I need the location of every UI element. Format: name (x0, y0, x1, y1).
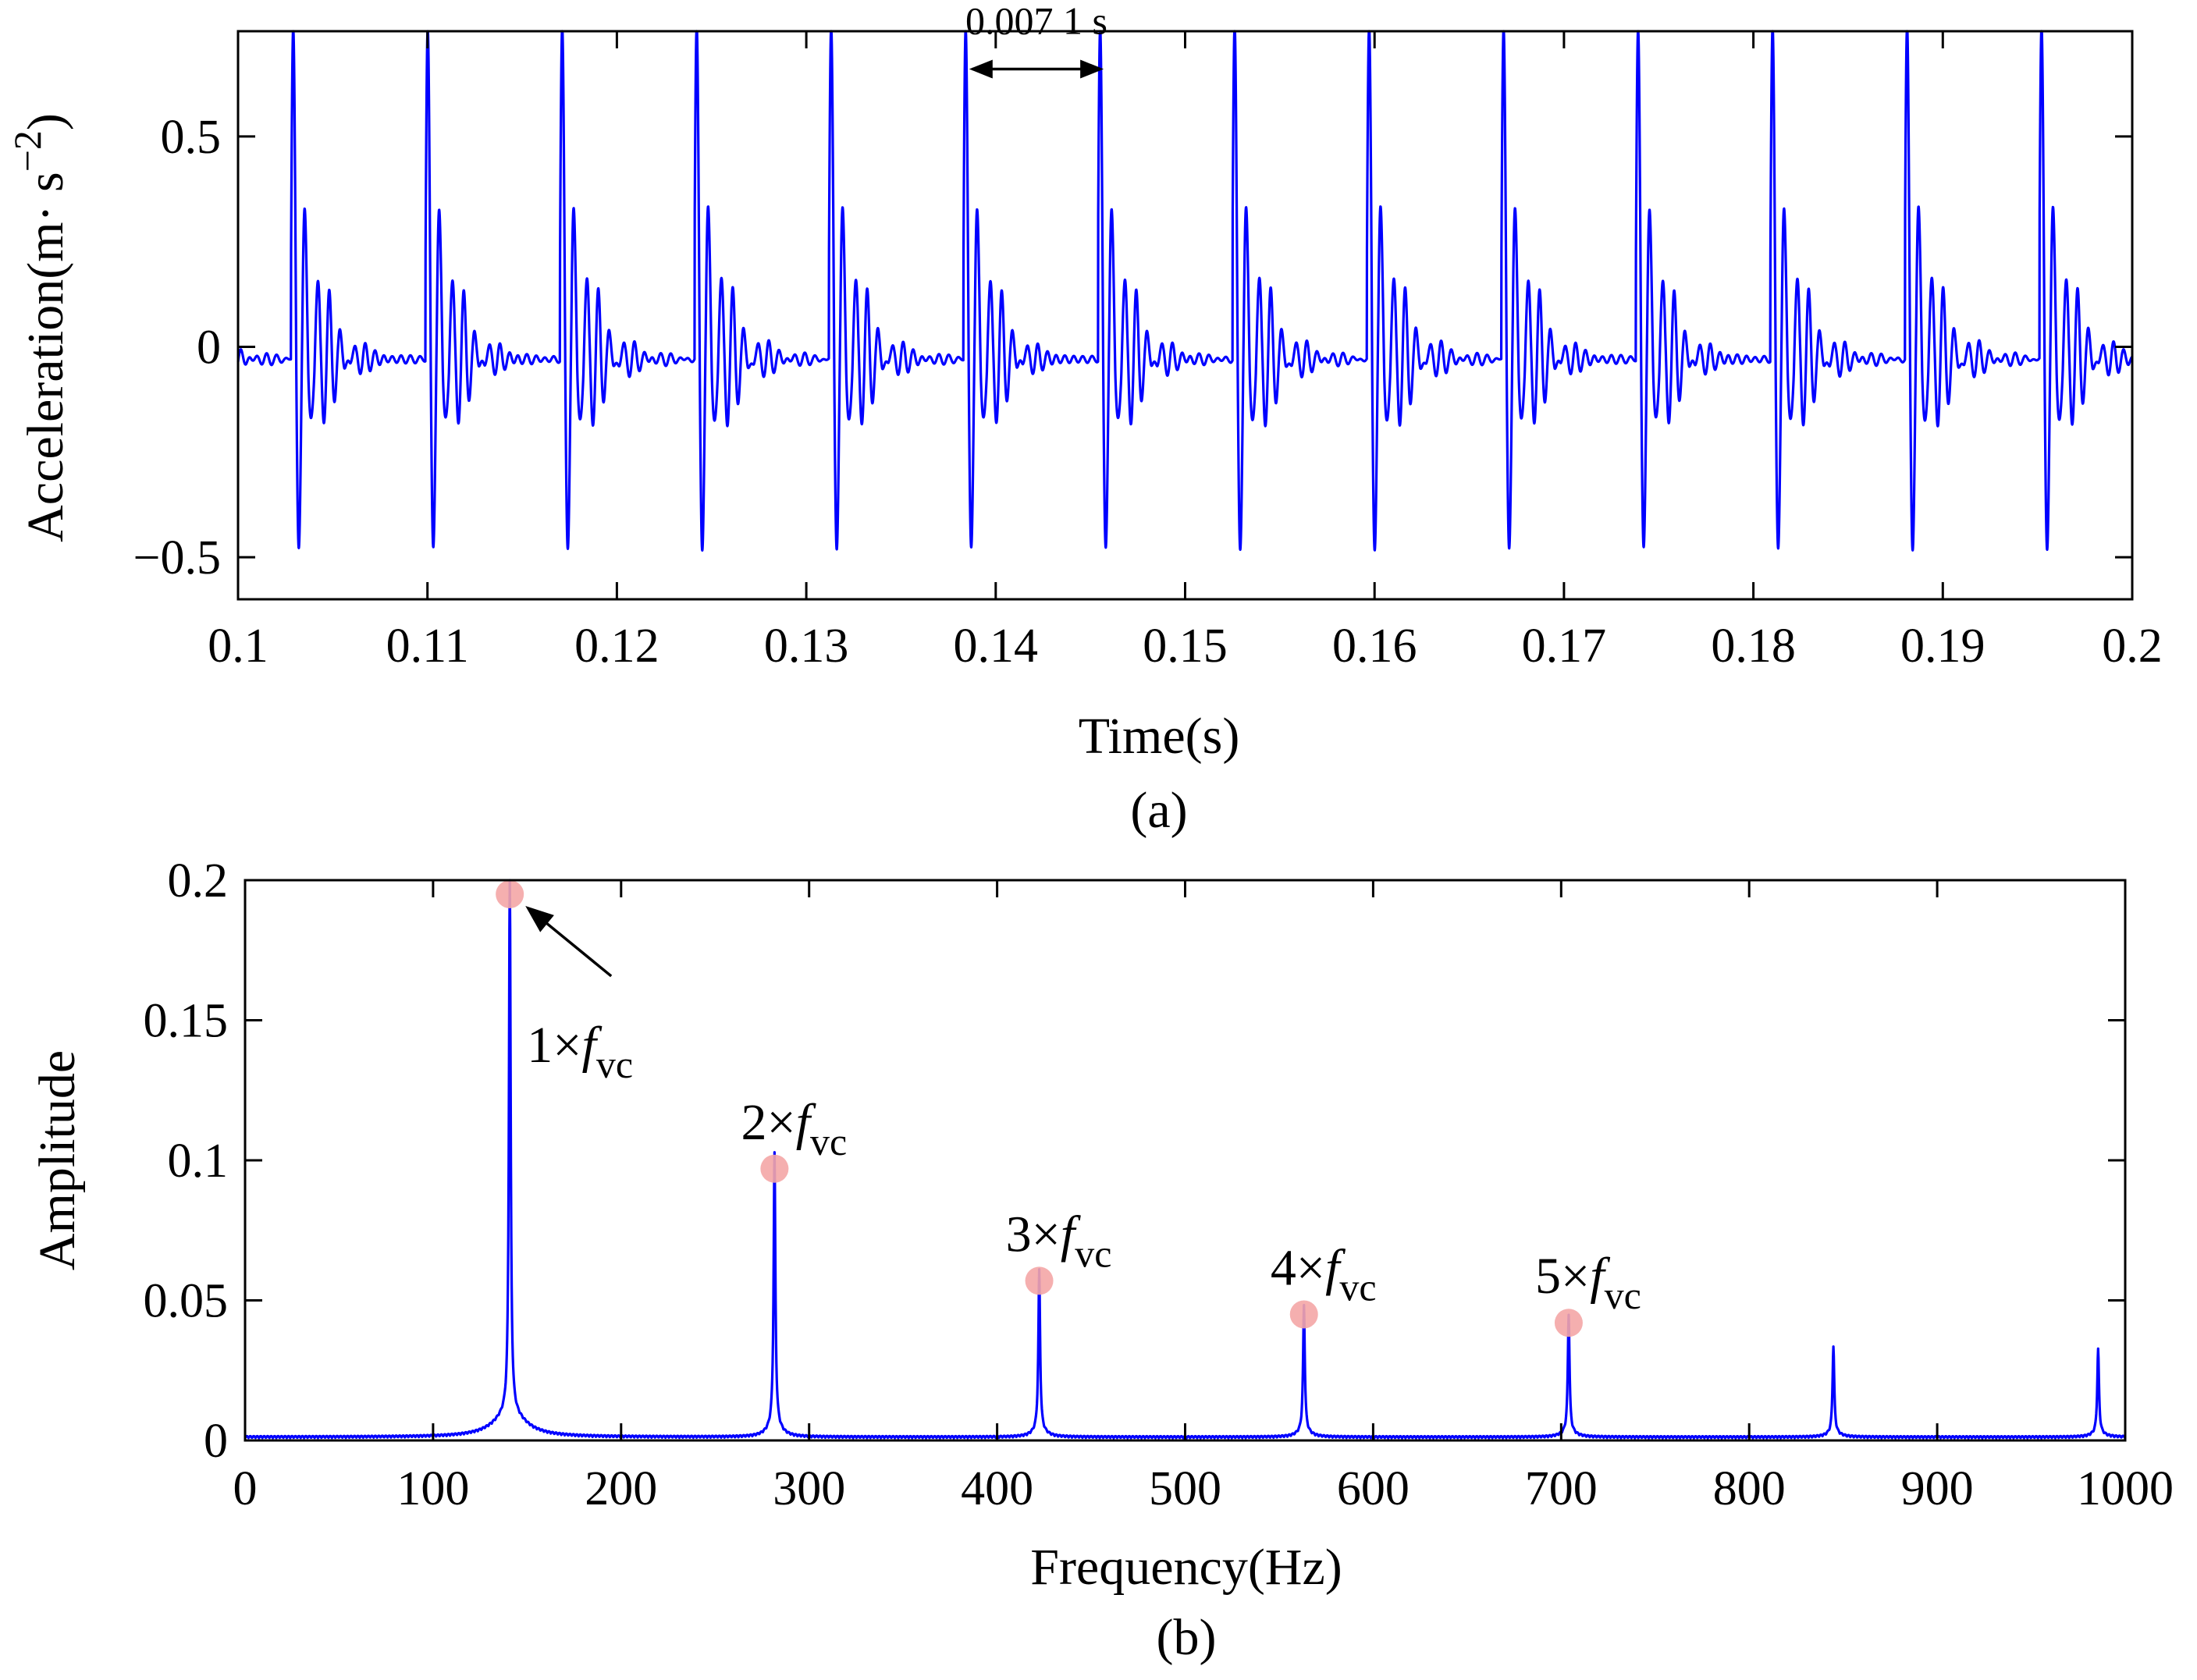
period-annotation: 0.007 1 s (965, 0, 1107, 79)
x-tick-label-a: 0.19 (1900, 620, 1985, 673)
harmonic-label: 2×fvc (741, 1094, 847, 1163)
x-tick-label-b: 600 (1337, 1462, 1410, 1515)
harmonic-marker (1025, 1266, 1054, 1295)
harmonic-label: 4×fvc (1271, 1239, 1377, 1309)
y-tick-label-b: 0.15 (144, 995, 229, 1048)
period-arrow-head-left (969, 59, 993, 79)
panel-label-b: (b) (1157, 1609, 1217, 1666)
harmonic-label-multiplier: 2× (741, 1094, 795, 1151)
y-axis-ticks-a: −0.5 0 0.5 (133, 111, 2132, 584)
harmonic-label-subscript: vc (810, 1120, 847, 1163)
x-axis-label-b: Frequency(Hz) (1030, 1539, 1342, 1596)
x-tick-label-b: 300 (773, 1462, 845, 1515)
harmonic-label-multiplier: 4× (1271, 1239, 1325, 1296)
x-axis-ticks-b: 0 100 200 300 400 500 600 700 800 900 1000 (233, 880, 2174, 1515)
acceleration-line (236, 30, 2134, 552)
y-axis-label-b: Amplitude (29, 1050, 86, 1270)
harmonic-label: 5×fvc (1535, 1248, 1641, 1317)
harmonic-marker (1554, 1309, 1583, 1337)
harmonic-label-subscript: vc (596, 1042, 633, 1086)
harmonic-label-subscript: vc (1075, 1231, 1111, 1275)
acceleration-series (236, 30, 2134, 552)
harmonic-marker (496, 879, 524, 908)
y-axis-label-a-exponent: −2 (5, 130, 49, 172)
harmonic-label-subscript: vc (1605, 1273, 1641, 1317)
y-tick-label-b: 0.05 (144, 1275, 229, 1328)
panel-b: 0 100 200 300 400 500 600 700 800 900 1000 0 0.05 0.… (29, 854, 2174, 1666)
harmonic-label: 3×fvc (1006, 1206, 1112, 1275)
period-annotation-text: 0.007 1 s (965, 0, 1107, 43)
panel-a: 0.1 0.11 0.12 0.13 0.14 0.15 0.16 0.17 0.18 0.19 0… (5, 0, 2163, 839)
x-tick-label-b: 400 (961, 1462, 1033, 1515)
x-tick-label-b: 800 (1713, 1462, 1786, 1515)
x-axis-ticks-a: 0.1 0.11 0.12 0.13 0.14 0.15 0.16 0.17 0.18 0.19 0… (208, 31, 2163, 673)
harmonic-label-subscript: vc (1339, 1265, 1376, 1309)
x-tick-label-b: 0 (233, 1462, 258, 1515)
x-tick-label-b: 500 (1149, 1462, 1221, 1515)
y-tick-label-b: 0.2 (168, 854, 229, 907)
harmonic-label-multiplier: 3× (1006, 1206, 1061, 1263)
y-tick-label-b: 0.1 (168, 1135, 229, 1188)
x-tick-label-b: 100 (396, 1462, 469, 1515)
x-tick-label-b: 900 (1901, 1462, 1974, 1515)
harmonic-marker (760, 1154, 789, 1183)
harmonic-markers (496, 879, 1583, 1337)
x-tick-label-a: 0.14 (954, 620, 1039, 673)
y-axis-ticks-b: 0 0.05 0.1 0.15 0.2 (144, 854, 2125, 1468)
x-tick-label-a: 0.18 (1711, 620, 1796, 673)
y-axis-label-a-close: ) (17, 113, 74, 130)
x-axis-label-a: Time(s) (1079, 708, 1240, 765)
x-tick-label-a: 0.12 (574, 620, 659, 673)
plot-area-b (245, 880, 2125, 1440)
harmonic-label-multiplier: 1× (527, 1017, 581, 1074)
plot-area-a (238, 31, 2132, 599)
harmonic-arrow-head (525, 905, 554, 932)
x-tick-label-b: 200 (585, 1462, 657, 1515)
x-tick-label-a: 0.16 (1332, 620, 1417, 673)
harmonic-arrow-line (542, 918, 613, 978)
x-tick-label-a: 0.15 (1143, 620, 1228, 673)
harmonic-marker (1289, 1300, 1318, 1329)
panel-label-a: (a) (1130, 782, 1187, 839)
y-tick-label-a: 0.5 (161, 111, 222, 164)
y-axis-label-a-text: Acceleration(m· s (17, 172, 74, 542)
x-tick-label-a: 0.1 (208, 620, 268, 673)
x-tick-label-b: 700 (1525, 1462, 1598, 1515)
x-tick-label-a: 0.11 (386, 620, 469, 673)
period-arrow-head-right (1080, 59, 1104, 79)
x-tick-label-a: 0.13 (764, 620, 849, 673)
y-axis-label-a: Acceleration(m· s−2) (5, 113, 74, 542)
x-tick-label-a: 0.17 (1522, 620, 1607, 673)
x-tick-label-b: 1000 (2077, 1462, 2174, 1515)
y-tick-label-a: 0 (197, 321, 221, 374)
y-tick-label-a: −0.5 (133, 531, 221, 584)
harmonic-label-multiplier: 5× (1535, 1248, 1590, 1305)
y-tick-label-b: 0 (204, 1415, 228, 1468)
x-tick-label-a: 0.2 (2102, 620, 2163, 673)
